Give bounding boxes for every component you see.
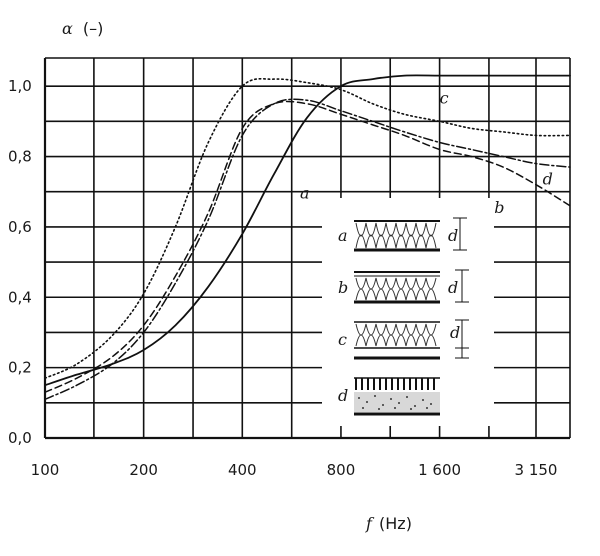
- y-tick-label: 1,0: [8, 77, 32, 95]
- legend-background: [322, 198, 494, 426]
- y-tick-label: 0,8: [8, 148, 32, 166]
- curve-label-b: b: [494, 198, 504, 217]
- x-axis-title: f (Hz): [365, 514, 412, 533]
- x-tick-label: 400: [228, 461, 257, 479]
- construction-b-icon: [354, 271, 440, 304]
- legend-dim-a: d: [448, 226, 458, 245]
- series-d-line: [44, 98, 571, 401]
- y-tick-label: 0,2: [8, 359, 32, 377]
- legend-label-b: b: [338, 278, 348, 297]
- curve-labels: a b c d: [300, 89, 553, 217]
- series-b-line: [44, 100, 571, 394]
- x-axis-variable: f: [365, 514, 375, 533]
- legend-item-a: a d: [338, 217, 467, 252]
- legend-item-c: c d: [338, 319, 469, 360]
- y-axis-title: α (–): [62, 19, 103, 38]
- legend-item-b: b d: [338, 269, 469, 304]
- legend-label-a: a: [338, 226, 348, 245]
- legend-dim-c: d: [450, 323, 460, 342]
- series-c-line: [44, 78, 571, 379]
- legend-item-d: d: [338, 377, 440, 416]
- dimension-arrow-a-icon: [453, 217, 467, 251]
- series-a-line: [44, 74, 571, 387]
- construction-c-icon: [354, 321, 440, 360]
- legend-label-d: d: [338, 386, 348, 405]
- series-layer: [44, 74, 571, 401]
- construction-d-icon: [354, 377, 440, 416]
- x-tick-labels: 100 200 400 800 1 600 3 150: [31, 461, 558, 479]
- legend-dim-b: d: [448, 278, 458, 297]
- curve-label-a: a: [300, 184, 310, 203]
- y-tick-label: 0,4: [8, 288, 32, 306]
- legend-label-c: c: [338, 330, 347, 349]
- y-axis-unit: (–): [83, 19, 103, 38]
- y-axis-variable: α: [62, 19, 73, 38]
- x-tick-label: 100: [31, 461, 60, 479]
- y-tick-labels: 0,0 0,2 0,4 0,6 0,8 1,0: [8, 77, 32, 447]
- dimension-arrow-c-icon: [455, 319, 469, 359]
- x-axis-unit: (Hz): [379, 514, 412, 533]
- curve-label-c: c: [440, 89, 449, 108]
- x-tick-label: 200: [129, 461, 158, 479]
- dimension-arrow-b-icon: [455, 269, 469, 303]
- x-tick-label: 1 600: [418, 461, 461, 479]
- legend-panel: a d b d: [322, 198, 494, 426]
- x-tick-label: 3 150: [515, 461, 558, 479]
- y-tick-label: 0,6: [8, 218, 32, 236]
- y-tick-label: 0,0: [8, 429, 32, 447]
- construction-a-icon: [354, 220, 440, 252]
- curve-label-d: d: [543, 170, 553, 189]
- x-tick-label: 800: [327, 461, 356, 479]
